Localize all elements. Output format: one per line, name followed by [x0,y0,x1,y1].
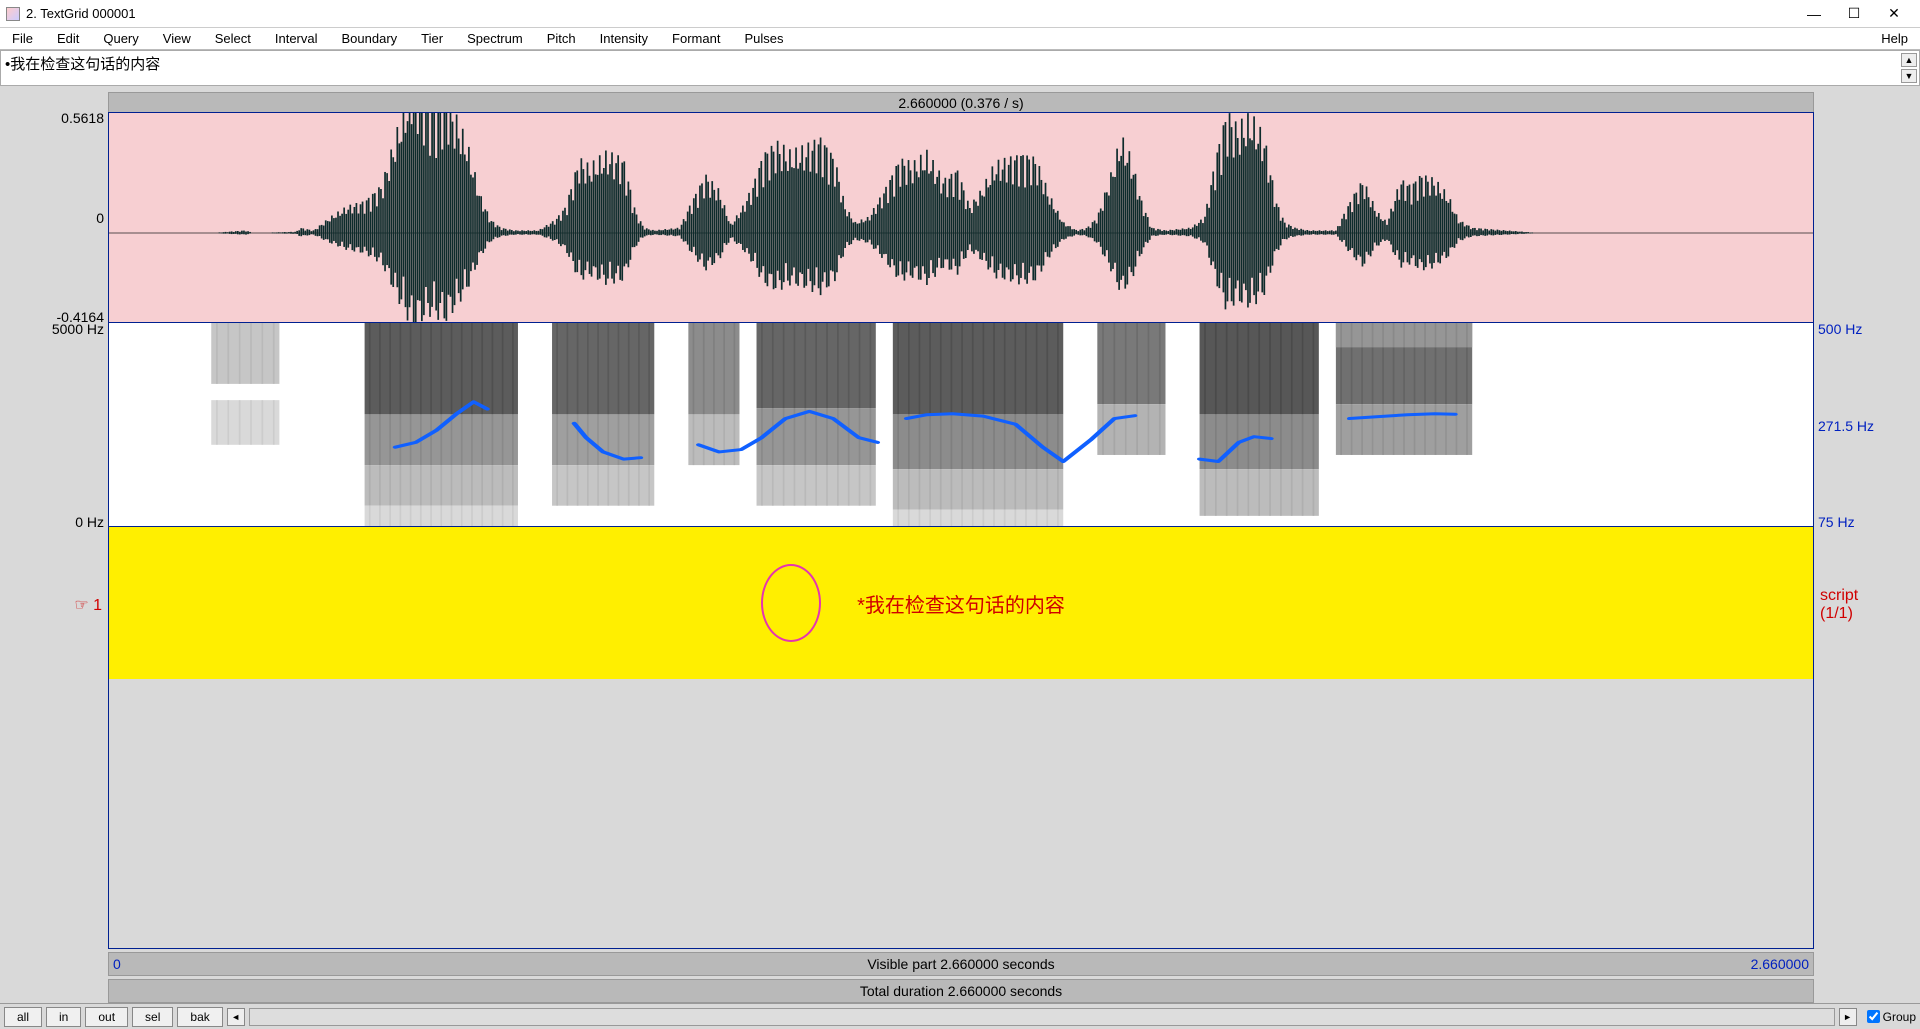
visible-start-label: 0 [113,956,121,972]
menu-help[interactable]: Help [1869,29,1920,48]
main-area: 2.660000 (0.376 / s) 0.5618 0 -0.4164 50… [0,86,1920,1003]
pitch-mid-label: 271.5 Hz [1818,418,1874,434]
visible-end-label: 2.660000 [1751,956,1809,972]
tier-count: (1/1) [1820,605,1853,623]
pitch-axis: 500 Hz 271.5 Hz 75 Hz [1814,323,1914,528]
menubar: File Edit Query View Select Interval Bou… [0,28,1920,50]
menu-view[interactable]: View [151,29,203,48]
titlebar: 2. TextGrid 000001 — ☐ ✕ [0,0,1920,28]
tier-pointer: ☞ 1 [74,595,102,615]
window-title: 2. TextGrid 000001 [26,6,1794,21]
app-icon [6,7,20,21]
menu-select[interactable]: Select [203,29,263,48]
right-axis: 500 Hz 271.5 Hz 75 Hz script (1/1) [1814,112,1914,949]
group-label-text: Group [1883,1010,1916,1024]
pitch-bot-label: 75 Hz [1818,514,1855,530]
waveform-panel[interactable] [109,113,1813,323]
menu-spectrum[interactable]: Spectrum [455,29,535,48]
group-checkbox-label[interactable]: Group [1867,1010,1916,1024]
menu-intensity[interactable]: Intensity [588,29,660,48]
hscroll-right-icon[interactable]: ► [1839,1008,1857,1026]
menu-pulses[interactable]: Pulses [732,29,795,48]
hscroll-left-icon[interactable]: ◄ [227,1008,245,1026]
spectrogram-panel[interactable] [109,323,1813,527]
pitch-top-label: 500 Hz [1818,321,1862,337]
zoom-sel-button[interactable]: sel [132,1007,173,1027]
freq-max-label: 5000 Hz [52,321,104,337]
group-checkbox[interactable] [1867,1010,1880,1023]
minimize-button[interactable]: — [1794,1,1834,27]
zoom-bak-button[interactable]: bak [177,1007,222,1027]
zoom-all-button[interactable]: all [4,1007,42,1027]
menu-file[interactable]: File [0,29,45,48]
panels-row: 0.5618 0 -0.4164 5000 Hz 0 Hz ☞ 1 *我在检查这… [6,112,1914,949]
textgrid-tier-panel[interactable]: *我在检查这句话的内容 [109,527,1813,679]
menu-interval[interactable]: Interval [263,29,330,48]
visible-part-bar[interactable]: 0 Visible part 2.660000 seconds 2.660000 [108,952,1814,976]
maximize-button[interactable]: ☐ [1834,1,1874,27]
close-button[interactable]: ✕ [1874,1,1914,27]
total-duration-label: Total duration 2.660000 seconds [860,983,1062,999]
center-panels: *我在检查这句话的内容 [108,112,1814,949]
interval-text-value: •我在检查这句话的内容 [5,53,160,74]
amp-max-label: 0.5618 [61,110,104,126]
text-scroll-up-icon[interactable]: ▲ [1901,53,1917,67]
tier-name-label: script (1/1) [1814,528,1914,681]
amp-zero-label: 0 [96,210,104,226]
freq-min-label: 0 Hz [75,514,104,530]
interval-text-input[interactable]: •我在检查这句话的内容 ▲ ▼ [0,50,1920,86]
wave-right-spacer [1814,112,1914,323]
menu-edit[interactable]: Edit [45,29,91,48]
wave-amplitude-axis: 0.5618 0 -0.4164 [6,112,108,323]
tier-interval-text: *我在检查这句话的内容 [857,589,1065,618]
menu-formant[interactable]: Formant [660,29,732,48]
total-duration-bar[interactable]: Total duration 2.660000 seconds [108,979,1814,1003]
annotation-circle-icon [761,564,821,642]
spec-freq-axis: 5000 Hz 0 Hz [6,323,108,528]
left-axis: 0.5618 0 -0.4164 5000 Hz 0 Hz ☞ 1 [6,112,108,949]
menu-tier[interactable]: Tier [409,29,455,48]
selection-time-label: 2.660000 (0.376 / s) [898,95,1023,111]
menu-query[interactable]: Query [91,29,150,48]
menu-pitch[interactable]: Pitch [535,29,588,48]
time-bars: 0 Visible part 2.660000 seconds 2.660000… [108,949,1814,1003]
tier-pointer-label: ☞ 1 [6,528,108,681]
visible-center-label: Visible part 2.660000 seconds [867,956,1054,972]
zoom-in-button[interactable]: in [46,1007,81,1027]
tier-name: script [1820,587,1858,605]
menu-boundary[interactable]: Boundary [330,29,410,48]
selection-time-header[interactable]: 2.660000 (0.376 / s) [108,92,1814,112]
text-scroll-down-icon[interactable]: ▼ [1901,69,1917,83]
bottom-toolbar: all in out sel bak ◄ ► Group [0,1003,1920,1029]
hscroll-track[interactable] [249,1008,1835,1026]
zoom-out-button[interactable]: out [85,1007,128,1027]
